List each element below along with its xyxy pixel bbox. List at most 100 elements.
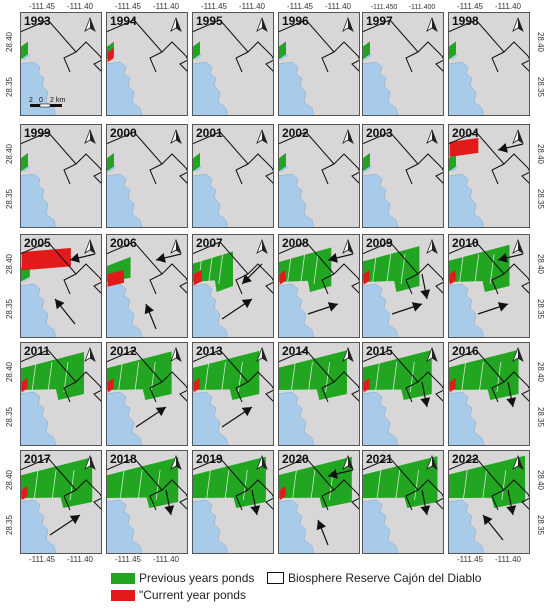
map-panel: 2012 <box>106 342 188 446</box>
previous-ponds-area <box>192 456 266 498</box>
pond-divider <box>395 469 401 501</box>
reserve-boundary <box>192 457 274 511</box>
map-panel: 2018 <box>106 450 188 554</box>
previous-ponds-area <box>20 41 28 60</box>
north-arrow-icon <box>512 454 524 470</box>
pond-divider <box>206 469 211 501</box>
panel-year-label: 2002 <box>282 126 309 140</box>
annotation-arrow-head <box>155 407 166 417</box>
north-arrow-icon <box>256 238 268 254</box>
annotation-arrow-head <box>506 397 517 407</box>
current-ponds-area <box>21 378 28 393</box>
panel-border <box>362 12 444 116</box>
previous-ponds-area <box>145 488 179 508</box>
reserve-boundary <box>20 457 102 511</box>
north-arrow-icon <box>256 346 268 362</box>
reserve-boundary <box>278 131 360 185</box>
north-arrow-icon <box>256 454 268 470</box>
north-arrow-icon <box>512 128 524 144</box>
reserve-boundary <box>448 457 530 511</box>
map-panel: 1995 <box>192 12 274 116</box>
reserve-boundary <box>192 241 274 295</box>
bottom-x-tick: -111.45 <box>457 555 483 564</box>
north-arrow-icon <box>84 16 96 32</box>
map-panel: 1994 <box>106 12 188 116</box>
previous-ponds-area <box>55 380 84 400</box>
previous-ponds-area <box>192 152 200 172</box>
reserve-boundary <box>106 19 188 73</box>
water-body <box>20 283 57 338</box>
north-arrow-icon <box>342 238 354 254</box>
current-ponds-area <box>363 378 370 393</box>
right-y-tick: 28.40 <box>536 32 545 53</box>
north-arrow-icon <box>426 238 438 254</box>
map-panel: 2009 <box>362 234 444 338</box>
annotation-arrow-head <box>164 505 175 515</box>
pond-divider <box>501 469 507 501</box>
pond-divider <box>242 469 248 501</box>
reserve-boundary <box>192 19 274 73</box>
map-panel: 2010 <box>448 234 530 338</box>
map-panel: 1998 <box>448 12 530 116</box>
legend-label-previous: Previous years ponds <box>139 571 255 585</box>
panel-border <box>20 234 102 338</box>
top-x-tick: -111.40 <box>153 2 179 11</box>
pond-divider <box>286 253 292 285</box>
water-body <box>20 173 57 228</box>
panel-year-label: 2009 <box>366 236 393 250</box>
panel-border <box>106 342 188 446</box>
north-arrow-icon <box>342 16 354 32</box>
panel-border <box>362 124 444 228</box>
map-panel: 2011 <box>20 342 102 446</box>
map-panel: 2002 <box>278 124 360 228</box>
water-body <box>106 283 143 338</box>
panel-year-label: 2005 <box>24 236 51 250</box>
panel-year-label: 2015 <box>366 344 393 358</box>
reserve-boundary <box>106 457 188 511</box>
north-arrow-icon <box>256 128 268 144</box>
panel-border <box>362 450 444 554</box>
annotation-arrow-head <box>420 397 431 407</box>
panel-year-label: 2004 <box>452 126 479 140</box>
legend: Previous years ponds Biosphere Reserve C… <box>111 569 481 605</box>
panel-border <box>20 124 102 228</box>
pond-divider <box>458 253 464 285</box>
panel-border <box>278 12 360 116</box>
top-x-tick: -111.40 <box>67 2 93 11</box>
annotation-arrow-head <box>411 302 422 312</box>
panel-border <box>448 450 530 554</box>
map-panel: 2019 <box>192 450 274 554</box>
pond-divider <box>47 361 53 393</box>
water-body <box>278 283 315 338</box>
top-x-tick: -111.40 <box>495 2 521 11</box>
annotation-arrow-head <box>250 505 261 515</box>
map-panel: 2015 <box>362 342 444 446</box>
north-arrow-icon <box>342 454 354 470</box>
panel-year-label: 2016 <box>452 344 479 358</box>
water-body <box>192 283 229 338</box>
reserve-boundary <box>362 19 444 73</box>
previous-ponds-area <box>362 456 438 498</box>
annotation-arrow-head <box>420 505 431 515</box>
pond-divider <box>392 361 398 393</box>
map-panel: 2014 <box>278 342 360 446</box>
bottom-x-tick: -111.40 <box>495 555 521 564</box>
left-y-tick: 28.35 <box>5 298 14 319</box>
annotation-arrow-head <box>70 253 80 263</box>
panel-border <box>448 342 530 446</box>
north-arrow-icon <box>170 454 182 470</box>
pond-divider <box>310 469 316 501</box>
right-y-tick: 28.35 <box>536 299 545 320</box>
pond-divider <box>414 469 419 501</box>
reserve-boundary <box>362 241 444 295</box>
reserve-boundary <box>278 349 360 403</box>
left-y-tick: 28.40 <box>5 253 14 274</box>
pond-divider <box>137 469 143 501</box>
annotation-arrow-head <box>316 520 326 531</box>
reserve-boundary <box>20 241 102 295</box>
panel-year-label: 1999 <box>24 126 51 140</box>
pond-divider <box>224 469 230 501</box>
panel-year-label: 2018 <box>110 452 137 466</box>
previous-ponds-area <box>20 351 84 390</box>
north-arrow-icon <box>512 238 524 254</box>
